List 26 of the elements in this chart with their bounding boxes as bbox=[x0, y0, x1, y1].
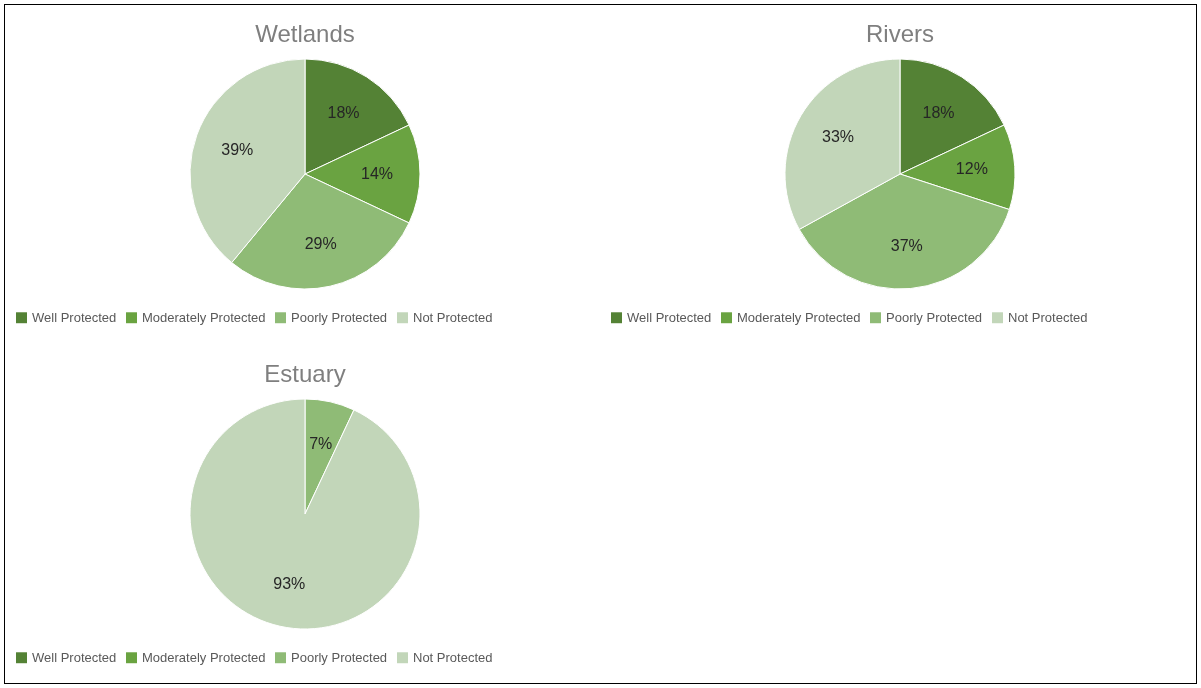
data-label: 37% bbox=[890, 236, 923, 254]
data-label: 7% bbox=[309, 434, 333, 452]
data-label: 18% bbox=[327, 104, 360, 122]
data-label: 29% bbox=[304, 235, 337, 253]
legend-label: Not Protected bbox=[413, 309, 493, 325]
data-label: 33% bbox=[822, 128, 855, 146]
legend-label: Well Protected bbox=[32, 309, 117, 325]
legend-label: Well Protected bbox=[627, 309, 712, 325]
chart-title: Wetlands bbox=[255, 20, 355, 47]
data-label: 93% bbox=[273, 575, 306, 593]
data-label: 14% bbox=[360, 165, 394, 182]
legend-label: Poorly Protected bbox=[291, 309, 388, 325]
chart-title: Estuary bbox=[264, 360, 346, 387]
data-label: 12% bbox=[955, 160, 988, 178]
legend-label: Moderately Protected bbox=[142, 309, 266, 325]
legend-label: Not Protected bbox=[413, 649, 493, 665]
pie-slice bbox=[189, 398, 421, 630]
legend-label: Moderately Protected bbox=[737, 309, 861, 325]
legend-label: Moderately Protected bbox=[142, 649, 266, 665]
legend-label: Poorly Protected bbox=[291, 649, 388, 665]
legend-label: Not Protected bbox=[1008, 309, 1088, 325]
chart-title: Rivers bbox=[865, 20, 935, 47]
legend-label: Poorly Protected bbox=[886, 309, 983, 325]
data-label: 18% bbox=[922, 104, 955, 122]
legend-label: Well Protected bbox=[32, 649, 117, 665]
data-label: 39% bbox=[221, 140, 254, 158]
